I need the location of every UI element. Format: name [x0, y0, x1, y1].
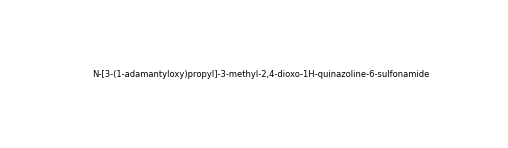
Text: N-[3-(1-adamantyloxy)propyl]-3-methyl-2,4-dioxo-1H-quinazoline-6-sulfonamide: N-[3-(1-adamantyloxy)propyl]-3-methyl-2,…	[91, 70, 429, 79]
